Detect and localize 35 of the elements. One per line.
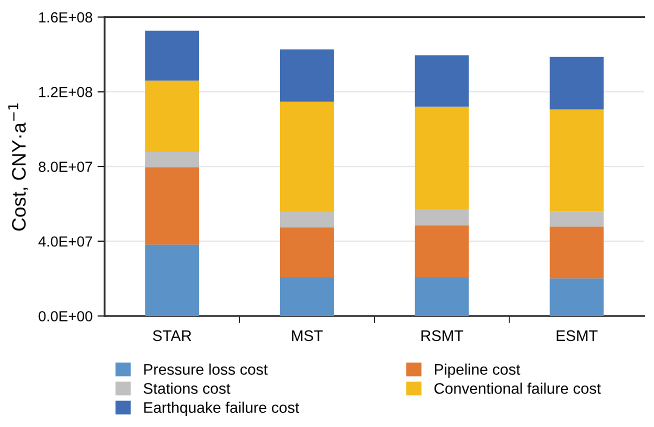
y-tick-label: 1.6E+08 bbox=[39, 12, 92, 23]
y-tick-label: 4.0E+07 bbox=[38, 236, 92, 247]
x-tick-label: MST bbox=[292, 330, 323, 342]
bar bbox=[145, 152, 200, 168]
bar bbox=[550, 278, 604, 316]
x-tick-label: RSMT bbox=[421, 330, 464, 342]
x-tick-label: ESMT bbox=[556, 330, 598, 342]
y-tick-label: 1.2E+08 bbox=[39, 86, 92, 98]
y-tick-label: 0.0E+00 bbox=[38, 311, 92, 322]
bar bbox=[145, 167, 200, 245]
bar bbox=[414, 225, 469, 278]
legend-label: Earthquake failure cost bbox=[144, 402, 300, 416]
legend-label: Pipeline cost bbox=[434, 364, 520, 378]
bar bbox=[145, 244, 200, 316]
x-tick-label: STAR bbox=[152, 330, 192, 342]
bar bbox=[550, 211, 604, 227]
bar bbox=[280, 212, 334, 228]
legend-label: Pressure loss cost bbox=[144, 364, 268, 375]
bar bbox=[414, 277, 469, 316]
y-tick-label: 8.0E+07 bbox=[38, 162, 92, 172]
bar bbox=[280, 227, 334, 278]
bar bbox=[280, 49, 334, 102]
bar bbox=[145, 30, 200, 81]
bar bbox=[550, 56, 604, 110]
bar bbox=[414, 106, 469, 210]
bar bbox=[280, 102, 334, 212]
bar bbox=[414, 55, 469, 107]
y-axis-title: Cost, CNY·a$^{−1}$ bbox=[8, 103, 28, 231]
bar bbox=[145, 80, 200, 152]
bar bbox=[414, 210, 469, 226]
bar bbox=[550, 109, 604, 212]
legend-label: Conventional failure cost bbox=[434, 382, 601, 394]
bar bbox=[550, 226, 604, 278]
legend-label: Stations cost bbox=[144, 382, 230, 394]
bar bbox=[280, 277, 334, 316]
